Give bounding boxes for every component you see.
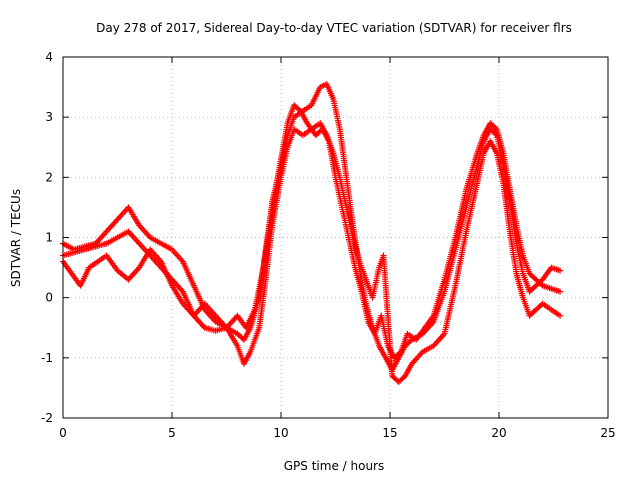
series-track-2 <box>60 120 564 385</box>
y-tick-label: 4 <box>45 50 53 64</box>
y-tick-label: -2 <box>41 411 53 425</box>
y-tick-label: -1 <box>41 351 53 365</box>
x-tick-label: 5 <box>168 426 176 440</box>
plus-marker <box>396 350 403 357</box>
plus-marker <box>538 281 545 288</box>
y-axis-title: SDTVAR / TECUs <box>9 189 23 287</box>
plus-marker <box>492 124 499 131</box>
x-tick-label: 25 <box>600 426 615 440</box>
axis-ticks <box>62 56 609 419</box>
y-tick-label: 3 <box>45 110 53 124</box>
y-tick-label: 0 <box>45 291 53 305</box>
x-tick-label: 10 <box>273 426 288 440</box>
x-tick-label: 0 <box>59 426 67 440</box>
y-tick-label: 2 <box>45 170 53 184</box>
data-marks <box>60 81 564 385</box>
x-axis-title: GPS time / hours <box>284 459 385 473</box>
series-track-3 <box>60 102 564 361</box>
y-tick-labels: -2 -1 0 1 2 3 4 <box>41 50 53 425</box>
plus-marker <box>557 312 564 319</box>
x-tick-label: 15 <box>382 426 397 440</box>
chart-title: Day 278 of 2017, Sidereal Day-to-day VTE… <box>96 21 572 35</box>
y-tick-label: 1 <box>45 231 53 245</box>
plus-marker <box>557 267 564 274</box>
x-tick-label: 20 <box>491 426 506 440</box>
plus-marker <box>557 288 564 295</box>
x-tick-labels: 0 5 10 15 20 25 <box>59 426 615 440</box>
